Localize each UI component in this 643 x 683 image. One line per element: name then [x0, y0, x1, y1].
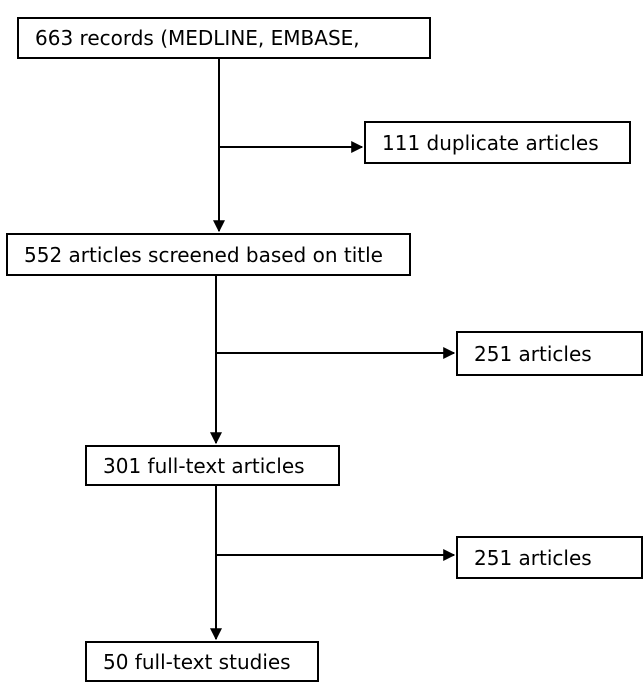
screened-box: 552 articles screened based on title [6, 233, 411, 276]
screened-label: 552 articles screened based on title [24, 242, 383, 267]
records-label: 663 records (MEDLINE, EMBASE, [35, 26, 360, 50]
included-studies-label: 50 full-text studies [103, 649, 291, 674]
excluded-fulltext-label: 251 articles [474, 545, 592, 570]
duplicates-label: 111 duplicate articles [382, 130, 599, 155]
records-box: 663 records (MEDLINE, EMBASE, [17, 17, 431, 59]
excluded-title-box: 251 articles [456, 331, 643, 376]
excluded-title-label: 251 articles [474, 341, 592, 366]
excluded-fulltext-box: 251 articles [456, 536, 643, 579]
included-studies-box: 50 full-text studies [85, 641, 319, 682]
fulltext-box: 301 full-text articles [85, 445, 340, 486]
duplicates-box: 111 duplicate articles [364, 121, 631, 164]
fulltext-label: 301 full-text articles [103, 453, 305, 478]
